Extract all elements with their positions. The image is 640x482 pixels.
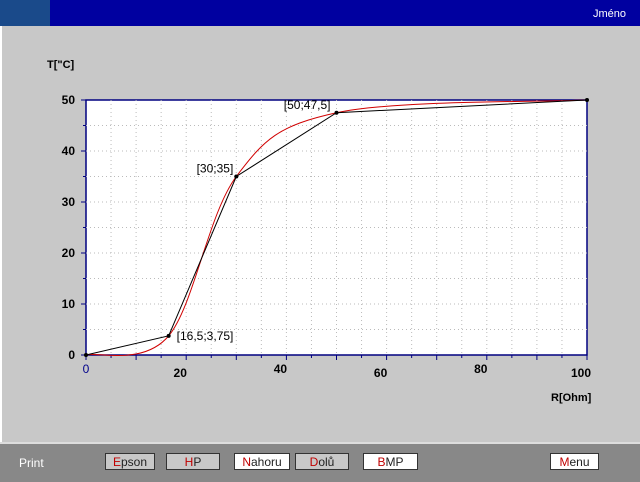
print-label: Print (19, 456, 44, 470)
chart: 0 20 40 60 80 100 0 10 20 30 40 50 T["C] R[Ohm] [16,5;… (47, 59, 592, 404)
data-point (585, 98, 589, 102)
x-tick-label: 0 (83, 362, 90, 376)
y-tick-label: 40 (62, 144, 76, 158)
series-smooth-curve (85, 99, 588, 356)
bottom-toolbar: Print Epson HP Nahoru Dolů BMP Menu (0, 442, 640, 482)
hp-button[interactable]: HP (166, 453, 220, 470)
y-tick-label: 20 (62, 246, 76, 260)
y-tick-label: 30 (62, 195, 76, 209)
x-axis-label: R[Ohm] (551, 392, 592, 404)
y-tick-label: 10 (62, 297, 76, 311)
app-logo (0, 0, 50, 26)
data-label: [50;47,5] (284, 98, 331, 112)
title-bar: Jméno (0, 0, 640, 26)
data-label: [30;35] (197, 162, 234, 176)
data-point (84, 353, 88, 357)
x-tick-label: 60 (374, 366, 388, 380)
y-axis-label: T["C] (47, 59, 75, 71)
y-tick-label: 0 (68, 348, 75, 362)
chart-panel: 0 20 40 60 80 100 0 10 20 30 40 50 T["C] R[Ohm] [16,5;… (0, 26, 640, 442)
data-point (334, 110, 339, 115)
y-tick-label: 50 (62, 93, 76, 107)
data-label: [16,5;3,75] (177, 329, 234, 343)
app-name: Jméno (592, 8, 626, 20)
data-point (166, 333, 171, 338)
x-tick-label: 20 (174, 366, 188, 380)
x-tick-label: 100 (571, 366, 591, 380)
x-tick-label: 80 (474, 362, 488, 376)
x-tick-label: 40 (274, 362, 288, 376)
bmp-button[interactable]: BMP (363, 453, 418, 470)
menu-button[interactable]: Menu (550, 453, 599, 470)
dolů-button[interactable]: Dolů (295, 453, 349, 470)
epson-button[interactable]: Epson (105, 453, 155, 470)
nahoru-button[interactable]: Nahoru (234, 453, 290, 470)
data-point (234, 174, 239, 179)
